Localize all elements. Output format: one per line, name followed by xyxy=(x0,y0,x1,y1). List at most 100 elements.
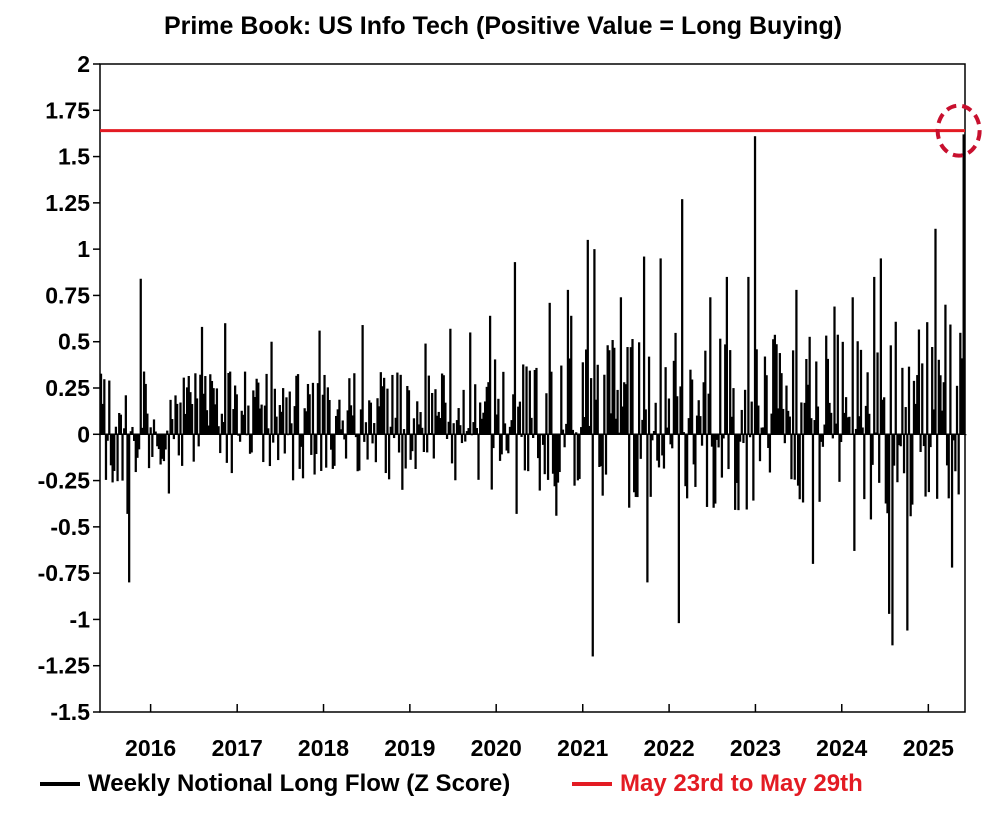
flow-bar xyxy=(275,416,278,435)
flow-bar xyxy=(778,353,781,435)
flow-bar xyxy=(399,374,402,435)
flow-bar xyxy=(195,398,199,435)
flow-bar xyxy=(836,334,839,435)
flow-bar xyxy=(955,385,959,435)
flow-bar xyxy=(689,369,692,435)
flow-bar xyxy=(611,340,614,435)
flow-bar xyxy=(570,315,573,435)
flow-bar xyxy=(909,434,912,517)
x-tick-label: 2020 xyxy=(471,735,522,761)
flow-bar xyxy=(533,369,536,435)
flow-bar xyxy=(311,382,315,435)
flow-bar xyxy=(449,328,452,435)
x-tick-label: 2016 xyxy=(125,735,176,761)
flow-bar xyxy=(522,364,525,435)
flow-bar xyxy=(343,434,346,440)
flow-bar xyxy=(775,344,778,435)
flow-bar xyxy=(121,434,124,481)
flow-bar xyxy=(437,411,440,435)
flow-bar xyxy=(434,389,437,435)
flow-bar xyxy=(500,434,503,455)
flow-bar xyxy=(480,418,483,435)
flow-bar xyxy=(282,388,285,435)
flow-bar xyxy=(633,434,636,493)
flow-bar xyxy=(758,434,762,462)
flow-bar xyxy=(543,434,546,475)
flow-bar xyxy=(154,431,157,435)
flow-bar xyxy=(313,434,316,475)
flow-bar xyxy=(187,376,190,435)
flow-bar xyxy=(383,377,386,435)
flow-bar xyxy=(369,402,373,435)
flow-bar xyxy=(219,434,222,454)
flow-bar xyxy=(954,434,957,472)
flow-bar xyxy=(957,434,960,495)
flow-bar xyxy=(298,434,301,469)
flow-bar xyxy=(447,421,450,435)
flow-bar xyxy=(258,408,262,435)
flow-bar xyxy=(161,434,164,459)
flow-bar xyxy=(608,350,611,435)
flow-bar xyxy=(144,383,147,435)
flow-bar xyxy=(179,402,182,435)
flow-bar xyxy=(111,434,114,483)
flow-bar xyxy=(189,392,192,435)
flow-bar xyxy=(934,228,937,435)
flow-bar xyxy=(641,419,644,435)
flow-bar xyxy=(445,434,449,440)
flow-bar xyxy=(684,434,687,487)
y-tick-label: 1.25 xyxy=(45,190,90,216)
flow-bar xyxy=(507,434,510,454)
x-tick-label: 2025 xyxy=(903,735,954,761)
flow-bar xyxy=(793,434,796,480)
flow-bar xyxy=(147,434,151,469)
flow-bar xyxy=(939,375,942,435)
flow-bar xyxy=(156,434,159,447)
flow-bar xyxy=(912,380,916,435)
flow-bar xyxy=(99,373,103,435)
flow-bar xyxy=(725,276,729,435)
flow-bar xyxy=(454,434,457,481)
flow-bar xyxy=(593,249,596,435)
flow-bar xyxy=(773,334,777,435)
flow-bar xyxy=(227,372,230,435)
flow-bar xyxy=(813,420,816,435)
flow-bar xyxy=(222,422,225,435)
chart-title: Prime Book: US Info Tech (Positive Value… xyxy=(163,12,843,40)
flow-bar xyxy=(301,434,305,479)
flow-bar xyxy=(407,390,411,435)
flow-bar xyxy=(412,418,416,435)
flow-bar xyxy=(563,434,566,448)
flow-bar xyxy=(884,434,887,504)
flow-bar xyxy=(662,434,666,469)
flow-bar xyxy=(171,419,174,435)
flow-bar xyxy=(129,431,132,435)
y-tick-label: -0.75 xyxy=(38,560,91,586)
flow-bar xyxy=(783,434,786,444)
flow-bar xyxy=(291,434,295,481)
flow-bar xyxy=(366,434,369,460)
flow-bar xyxy=(126,434,129,514)
flow-bar xyxy=(672,360,676,435)
flow-bar xyxy=(225,434,228,463)
flow-bar xyxy=(831,434,834,439)
flow-bar xyxy=(455,420,459,435)
flow-bar xyxy=(856,341,859,435)
flow-bar xyxy=(702,382,705,435)
flow-bar xyxy=(394,417,397,435)
flow-bar xyxy=(402,429,406,435)
flow-bar xyxy=(710,434,714,447)
flow-bar xyxy=(677,434,680,624)
flow-bar xyxy=(861,427,864,435)
flow-bar xyxy=(960,358,964,435)
x-tick-label: 2023 xyxy=(730,735,781,761)
flow-bar xyxy=(932,409,935,435)
flow-bar xyxy=(136,434,139,458)
legend-swatch-red xyxy=(572,782,612,786)
flow-bar xyxy=(328,400,331,435)
flow-bar xyxy=(114,426,118,435)
flow-bar xyxy=(818,434,821,502)
flow-bar xyxy=(800,402,803,435)
flow-bar xyxy=(575,432,578,435)
flow-bar xyxy=(745,434,748,510)
